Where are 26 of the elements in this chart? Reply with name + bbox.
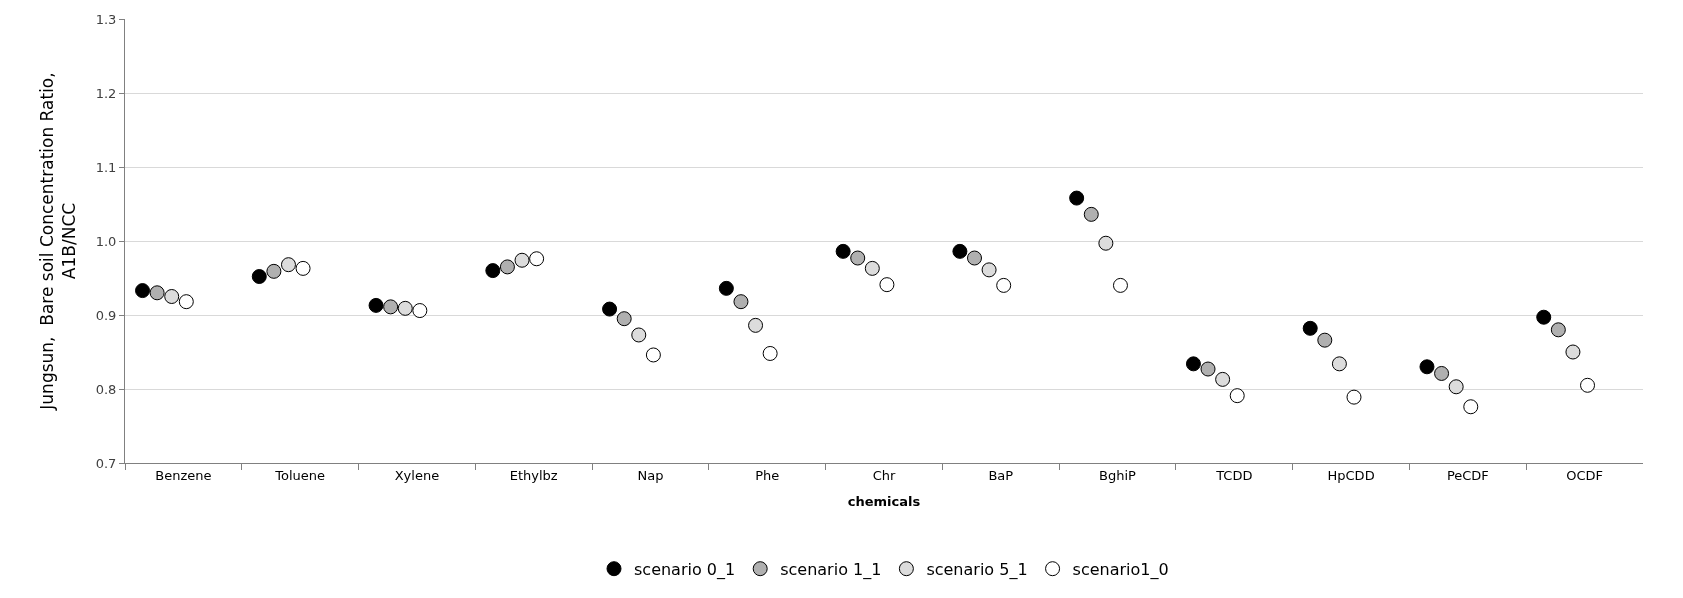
y-tick-label: 1.0 [95,233,117,249]
x-axis-title: chemicals [847,494,921,510]
y-axis-title: Jungsun, Bare soil Concentration Ratio, A1B/NCC [37,72,80,411]
y-tick-label: 1.2 [95,85,117,101]
x-tick-label: Benzene [155,467,212,483]
x-tick-label: Nap [637,467,664,483]
y-tick-label: 0.7 [95,455,117,471]
legend-label: scenario 1_1 [780,559,882,580]
y-tick-label: 0.8 [95,381,117,397]
x-tick-label: TCDD [1215,467,1253,483]
legend-label: scenario 0_1 [634,559,736,580]
x-tick-label: BghiP [1099,467,1137,483]
y-tick-label: 1.1 [95,159,117,175]
x-tick-label: PeCDF [1446,467,1489,483]
x-tick-label: Chr [872,467,896,483]
legend-label: scenario1_0 [1072,559,1169,580]
x-tick-label: Toluene [274,467,326,483]
x-tick-label: HpCDD [1327,467,1375,483]
legend-label: scenario 5_1 [926,559,1028,580]
x-tick-label: OCDF [1566,467,1604,483]
y-tick-label: 1.3 [95,11,117,27]
x-tick-label: Ethylbz [509,467,558,483]
y-tick-label: 0.9 [95,307,117,323]
x-tick-label: Xylene [394,467,440,483]
x-tick-label: Phe [755,467,780,483]
x-tick-label: BaP [988,467,1014,483]
